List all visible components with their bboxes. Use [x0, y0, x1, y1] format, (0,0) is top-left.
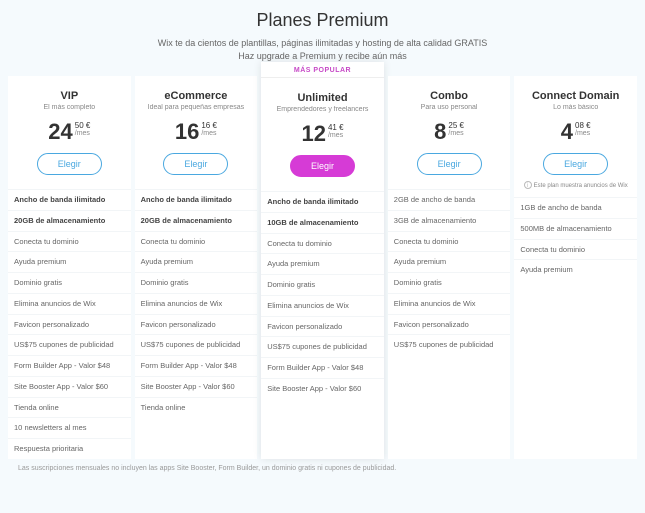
plan-name: Connect Domain	[520, 90, 631, 102]
feature-item: Form Builder App - Valor $48	[8, 355, 131, 376]
plan-name: Unlimited	[267, 92, 378, 104]
feature-item: Ayuda premium	[514, 259, 637, 280]
price: 408 €/mes	[520, 121, 631, 143]
feature-item: Conecta tu dominio	[514, 239, 637, 260]
price-period: /mes	[328, 132, 343, 140]
plan-name: eCommerce	[141, 90, 252, 102]
price: 1241 €/mes	[267, 123, 378, 145]
footnote: Las suscripciones mensuales no incluyen …	[8, 459, 637, 472]
features-list: Ancho de banda ilimitado10GB de almacena…	[261, 191, 384, 399]
feature-item: Dominio gratis	[8, 272, 131, 293]
feature-item: 20GB de almacenamiento	[135, 210, 258, 231]
feature-item: Conecta tu dominio	[388, 231, 511, 252]
plan-name: VIP	[14, 90, 125, 102]
plan-card: Combo Para uso personal 825 €/mes Elegir 2GB…	[388, 76, 511, 459]
price-cents: 16 €	[201, 122, 217, 130]
feature-item: 500MB de almacenamiento	[514, 218, 637, 239]
price-period: /mes	[575, 130, 590, 138]
feature-item: Site Booster App - Valor $60	[261, 378, 384, 399]
price-period: /mes	[75, 130, 90, 138]
feature-item: Favicon personalizado	[135, 314, 258, 335]
choose-button[interactable]: Elegir	[417, 153, 482, 175]
feature-item: Form Builder App - Valor $48	[261, 357, 384, 378]
feature-item: 3GB de almacenamiento	[388, 210, 511, 231]
feature-item: Ancho de banda ilimitado	[261, 191, 384, 212]
plan-card: eCommerce Ideal para pequeñas empresas 161…	[135, 76, 258, 459]
price-cents: 08 €	[575, 122, 591, 130]
feature-item: 1GB de ancho de banda	[514, 197, 637, 218]
feature-item: US$75 cupones de publicidad	[261, 336, 384, 357]
price-cents: 41 €	[328, 124, 344, 132]
feature-item: Elimina anuncios de Wix	[388, 293, 511, 314]
feature-item: US$75 cupones de publicidad	[8, 334, 131, 355]
feature-item: Ayuda premium	[261, 253, 384, 274]
feature-item: Ayuda premium	[8, 251, 131, 272]
feature-item: Dominio gratis	[261, 274, 384, 295]
price-cents: 25 €	[448, 122, 464, 130]
feature-item: 20GB de almacenamiento	[8, 210, 131, 231]
feature-item: Ancho de banda ilimitado	[8, 189, 131, 210]
info-icon: i	[524, 181, 532, 189]
choose-button[interactable]: Elegir	[163, 153, 228, 175]
feature-item: 2GB de ancho de banda	[388, 189, 511, 210]
header: Planes Premium Wix te da cientos de plan…	[8, 10, 637, 62]
choose-button[interactable]: Elegir	[290, 155, 355, 177]
feature-item: Elimina anuncios de Wix	[8, 293, 131, 314]
feature-item: Form Builder App - Valor $48	[135, 355, 258, 376]
feature-item: Site Booster App - Valor $60	[135, 376, 258, 397]
price-period: /mes	[201, 130, 216, 138]
plan-tagline: Lo más básico	[520, 104, 631, 111]
feature-item: Conecta tu dominio	[8, 231, 131, 252]
feature-item: Ayuda premium	[135, 251, 258, 272]
feature-item: 10GB de almacenamiento	[261, 212, 384, 233]
plan-name: Combo	[394, 90, 505, 102]
feature-item: US$75 cupones de publicidad	[135, 334, 258, 355]
features-list: Ancho de banda ilimitado20GB de almacena…	[8, 189, 131, 459]
price: 825 €/mes	[394, 121, 505, 143]
price: 2450 €/mes	[14, 121, 125, 143]
plan-card: MÁS POPULAR Unlimited Emprendedores y free…	[261, 62, 384, 459]
price-main: 12	[301, 123, 325, 145]
choose-button[interactable]: Elegir	[37, 153, 102, 175]
price-main: 16	[175, 121, 199, 143]
price-cents: 50 €	[75, 122, 91, 130]
feature-item: Favicon personalizado	[388, 314, 511, 335]
price-main: 24	[48, 121, 72, 143]
plan-tagline: Emprendedores y freelancers	[267, 106, 378, 113]
feature-item: Favicon personalizado	[261, 316, 384, 337]
price-main: 4	[561, 121, 573, 143]
plan-card: VIP El más completo 2450 €/mes Elegir Ancho …	[8, 76, 131, 459]
feature-item: Conecta tu dominio	[261, 233, 384, 254]
page-title: Planes Premium	[8, 10, 637, 31]
plan-card: Connect Domain Lo más básico 408 €/mes Eleg…	[514, 76, 637, 459]
plan-note: iEste plan muestra anuncios de Wix	[520, 181, 631, 189]
price: 1616 €/mes	[141, 121, 252, 143]
feature-item: Respuesta prioritaria	[8, 438, 131, 459]
feature-item: Favicon personalizado	[8, 314, 131, 335]
feature-item: Elimina anuncios de Wix	[135, 293, 258, 314]
feature-item: Conecta tu dominio	[135, 231, 258, 252]
feature-item: Ayuda premium	[388, 251, 511, 272]
feature-item: Tienda online	[135, 397, 258, 418]
choose-button[interactable]: Elegir	[543, 153, 608, 175]
features-list: 2GB de ancho de banda3GB de almacenamien…	[388, 189, 511, 355]
feature-item: US$75 cupones de publicidad	[388, 334, 511, 355]
price-main: 8	[434, 121, 446, 143]
feature-item: Tienda online	[8, 397, 131, 418]
plan-tagline: Para uso personal	[394, 104, 505, 111]
page-subtitle: Wix te da cientos de plantillas, páginas…	[8, 37, 637, 62]
feature-item: Elimina anuncios de Wix	[261, 295, 384, 316]
price-period: /mes	[448, 130, 463, 138]
plan-tagline: Ideal para pequeñas empresas	[141, 104, 252, 111]
plan-tagline: El más completo	[14, 104, 125, 111]
feature-item: Dominio gratis	[135, 272, 258, 293]
feature-item: 10 newsletters al mes	[8, 417, 131, 438]
feature-item: Ancho de banda ilimitado	[135, 189, 258, 210]
plans-row: VIPEl más completo2450 €/mesElegirAncho …	[8, 76, 637, 459]
features-list: 1GB de ancho de banda500MB de almacenami…	[514, 197, 637, 280]
features-list: Ancho de banda ilimitado20GB de almacena…	[135, 189, 258, 417]
popular-badge: MÁS POPULAR	[261, 62, 384, 78]
feature-item: Site Booster App - Valor $60	[8, 376, 131, 397]
feature-item: Dominio gratis	[388, 272, 511, 293]
